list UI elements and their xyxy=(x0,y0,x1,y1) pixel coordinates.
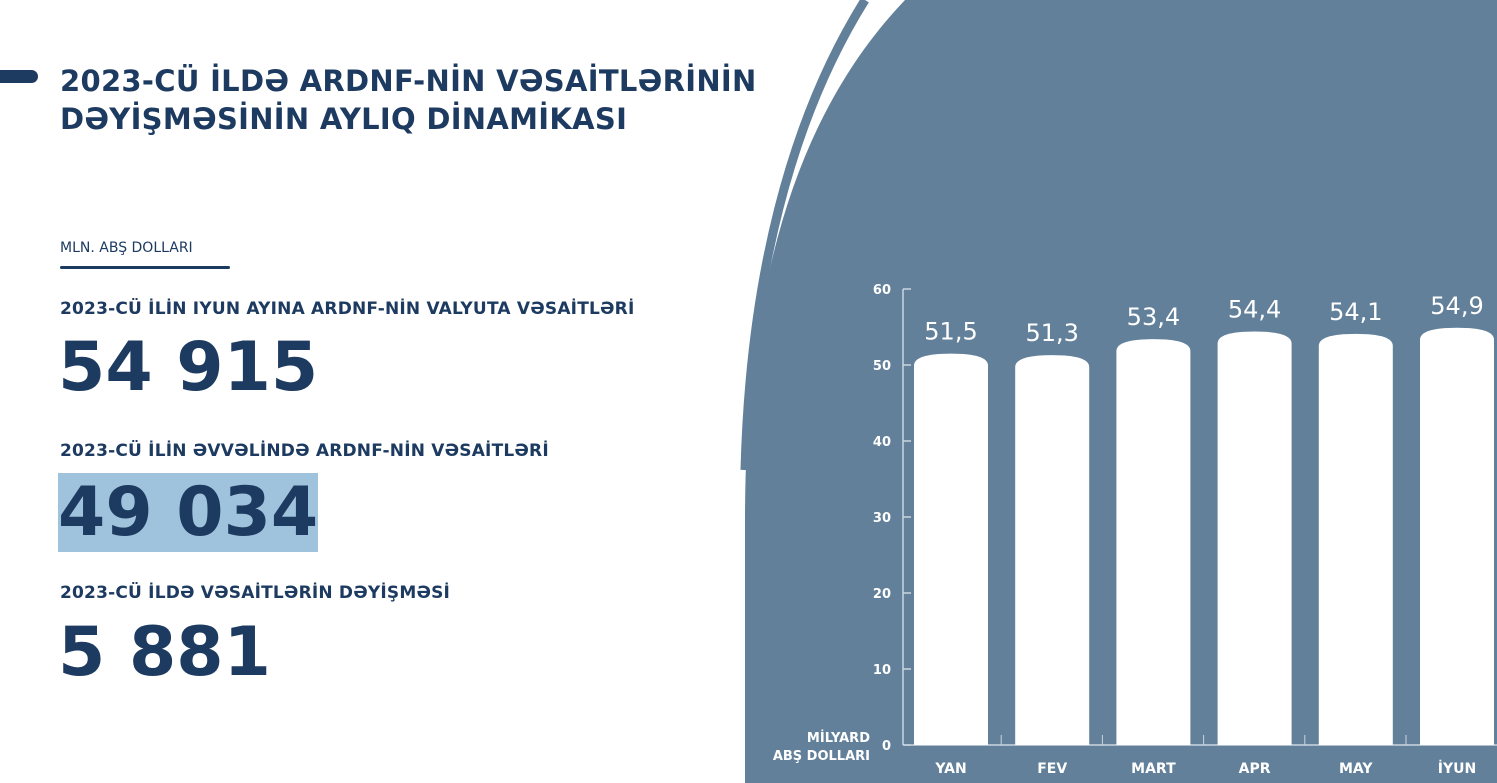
y-axis-label: ABŞ DOLLARI xyxy=(773,749,870,764)
x-tick-label: YAN xyxy=(934,761,966,777)
bar-value-label: 51,5 xyxy=(924,318,977,346)
stat-label-june: 2023-CÜ İLİN IYUN AYINA ARDNF-NİN VALYUT… xyxy=(60,299,635,319)
bar xyxy=(1420,327,1494,745)
bar xyxy=(1015,355,1090,745)
y-tick-label: 40 xyxy=(873,435,891,450)
x-tick-label: MAY xyxy=(1339,761,1373,777)
bar-value-label: 54,1 xyxy=(1329,298,1382,326)
bar-value-label: 54,9 xyxy=(1430,292,1483,320)
stat-value-change: 5 881 xyxy=(58,613,271,692)
y-axis-label: MİLYARD xyxy=(807,730,870,746)
bar xyxy=(1318,333,1393,745)
bar xyxy=(914,353,988,745)
x-tick-label: İYUN xyxy=(1438,760,1476,777)
unit-underline xyxy=(60,266,230,269)
y-tick-label: 0 xyxy=(882,739,891,754)
stat-value-start: 49 034 xyxy=(58,473,319,552)
y-tick-label: 60 xyxy=(873,283,891,298)
x-tick-label: APR xyxy=(1239,761,1271,777)
y-tick-label: 30 xyxy=(873,511,891,526)
bar xyxy=(1217,331,1292,745)
bar xyxy=(1116,339,1191,745)
x-tick-label: MART xyxy=(1131,761,1176,777)
stat-label-start: 2023-CÜ İLİN ƏVVƏLİNDƏ ARDNF-NİN VƏSAİTL… xyxy=(60,441,549,461)
y-tick-label: 50 xyxy=(873,359,891,374)
bar-value-label: 51,3 xyxy=(1025,319,1078,347)
y-tick-label: 20 xyxy=(873,587,891,602)
title-bullet xyxy=(0,70,38,83)
x-tick-label: FEV xyxy=(1037,761,1067,777)
stat-label-change: 2023-CÜ İLDƏ VƏSAİTLƏRİN DƏYİŞMƏSİ xyxy=(60,583,451,603)
title-line: DƏYİŞMƏSİNİN AYLIQ DİNAMİKASI xyxy=(60,102,628,136)
y-tick-label: 10 xyxy=(873,663,891,678)
unit-label: MLN. ABŞ DOLLARI xyxy=(60,240,193,256)
title-line: 2023-CÜ İLDƏ ARDNF-NİN VƏSAİTLƏRİNİN xyxy=(60,64,757,98)
page-title: 2023-CÜ İLDƏ ARDNF-NİN VƏSAİTLƏRİNİN DƏY… xyxy=(60,62,757,138)
stat-value-june: 54 915 xyxy=(58,328,319,407)
bar-value-label: 53,4 xyxy=(1127,303,1180,331)
bar-value-label: 54,4 xyxy=(1228,296,1281,324)
panel-arc-line xyxy=(740,0,869,471)
